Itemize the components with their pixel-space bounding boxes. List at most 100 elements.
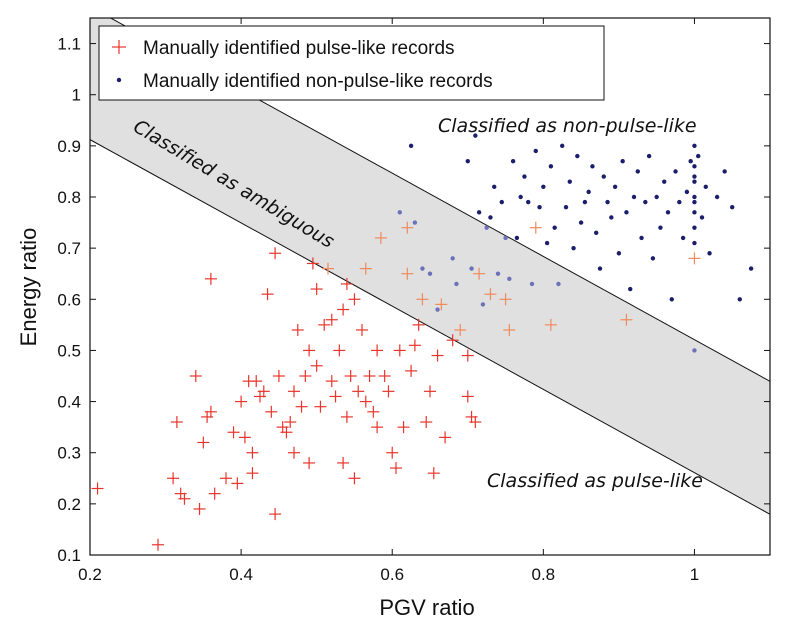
pulse-like-point <box>91 482 104 495</box>
pulse-like-point <box>193 502 206 515</box>
x-axis-title: PGV ratio <box>379 595 474 620</box>
non-pulse-like-point <box>628 286 633 292</box>
y-tick-label: 0.6 <box>57 290 81 309</box>
non-pulse-like-point <box>692 194 697 200</box>
pulse-like-point <box>288 446 300 459</box>
non-pulse-like-point <box>397 210 402 215</box>
non-pulse-like-point <box>737 297 742 302</box>
non-pulse-like-point <box>435 307 440 312</box>
y-tick-label: 0.9 <box>57 137 81 156</box>
y-tick-label: 1 <box>72 86 81 105</box>
non-pulse-like-point <box>488 215 493 220</box>
non-pulse-like-point <box>688 159 693 164</box>
pulse-like-point <box>405 364 418 377</box>
plot-area-frame <box>89 17 771 556</box>
non-pulse-like-point <box>480 302 486 307</box>
non-pulse-like-point <box>616 251 622 256</box>
pulse-like-point <box>454 323 467 336</box>
pulse-like-point <box>170 416 183 429</box>
non-pulse-like-point <box>473 133 478 138</box>
pulse-like-point <box>378 370 391 382</box>
non-pulse-like-point <box>563 205 569 210</box>
non-pulse-like-point <box>548 164 554 169</box>
non-pulse-like-point <box>544 240 550 246</box>
non-pulse-like-point <box>692 179 697 184</box>
non-pulse-like-point <box>586 189 591 195</box>
non-pulse-like-point <box>673 169 678 174</box>
pulse-like-point <box>473 267 486 280</box>
pulse-like-point <box>318 318 331 331</box>
non-pulse-like-point <box>537 205 542 210</box>
non-pulse-like-point <box>692 348 697 353</box>
non-pulse-like-point <box>503 235 508 241</box>
non-pulse-like-point <box>556 281 561 287</box>
pulse-like-point <box>344 370 357 382</box>
legend-marker-non-pulse-like <box>116 77 122 83</box>
non-pulse-like-point <box>510 159 516 164</box>
legend-label-pulse-like: Manually identified pulse-like records <box>143 38 455 59</box>
pulse-like-point <box>299 370 312 382</box>
pulse-like-point <box>469 416 482 429</box>
non-pulse-like-point <box>639 235 644 241</box>
non-pulse-like-point <box>499 199 504 205</box>
non-pulse-like-point <box>692 164 697 169</box>
pulse-like-point <box>367 405 380 418</box>
pulse-like-point <box>499 293 512 306</box>
pulse-like-point <box>416 293 429 306</box>
non-pulse-like-point <box>692 225 697 230</box>
y-tick-label: 0.2 <box>57 495 81 514</box>
pulse-like-point <box>337 303 350 316</box>
pulse-like-point <box>484 288 497 301</box>
non-pulse-like-point <box>541 184 546 189</box>
non-pulse-like-point <box>427 271 433 276</box>
non-pulse-like-point <box>631 194 637 200</box>
non-pulse-like-point <box>620 159 625 164</box>
non-pulse-like-point <box>654 194 659 200</box>
annotation-pulse-like: Classified as pulse-like <box>487 470 703 492</box>
pulse-like-point <box>295 400 308 413</box>
x-tick-label: 1 <box>690 565 699 584</box>
non-pulse-like-point <box>677 199 682 205</box>
pulse-like-point <box>390 462 402 475</box>
pulse-like-point <box>356 323 368 336</box>
non-pulse-like-point <box>669 297 674 302</box>
pulse-like-point <box>337 456 350 469</box>
pulse-like-point <box>303 344 316 357</box>
non-pulse-like-point <box>533 148 538 154</box>
non-pulse-like-point <box>643 199 648 205</box>
pulse-like-point <box>280 426 293 439</box>
pulse-like-point <box>269 508 282 521</box>
non-pulse-like-point <box>560 143 565 149</box>
pulse-like-point <box>401 221 414 234</box>
pulse-like-point <box>431 349 444 362</box>
pulse-like-point <box>152 538 164 551</box>
pulse-like-point <box>439 431 452 444</box>
non-pulse-like-point <box>748 266 754 271</box>
legend-label-non-pulse-like: Manually identified non-pulse-like recor… <box>143 71 493 92</box>
pulse-like-point <box>204 272 217 285</box>
pulse-like-point <box>461 390 474 403</box>
pulse-like-point <box>374 231 387 244</box>
legend-marker-pulse-like <box>112 40 126 54</box>
pulse-like-point <box>461 349 474 362</box>
non-pulse-like-point <box>707 251 712 256</box>
pulse-like-point <box>306 257 319 270</box>
legend-box <box>98 25 605 101</box>
non-pulse-like-point <box>484 225 489 230</box>
x-tick-label: 0.4 <box>229 565 253 584</box>
pulse-like-point <box>314 400 327 413</box>
pulse-like-point <box>227 426 240 439</box>
pulse-like-point <box>178 492 191 505</box>
non-pulse-like-point <box>450 256 455 261</box>
pulse-like-point <box>325 313 338 326</box>
pulse-like-point <box>325 375 338 388</box>
pulse-like-point <box>435 298 448 311</box>
pulse-like-point <box>529 221 542 234</box>
x-tick-label: 0.6 <box>380 565 404 584</box>
non-pulse-like-point <box>692 210 697 215</box>
non-pulse-like-point <box>594 230 599 235</box>
pulse-like-point <box>220 472 232 485</box>
non-pulse-like-point <box>518 194 523 200</box>
x-tick-label: 0.2 <box>78 565 102 584</box>
pulse-like-point <box>446 334 459 347</box>
